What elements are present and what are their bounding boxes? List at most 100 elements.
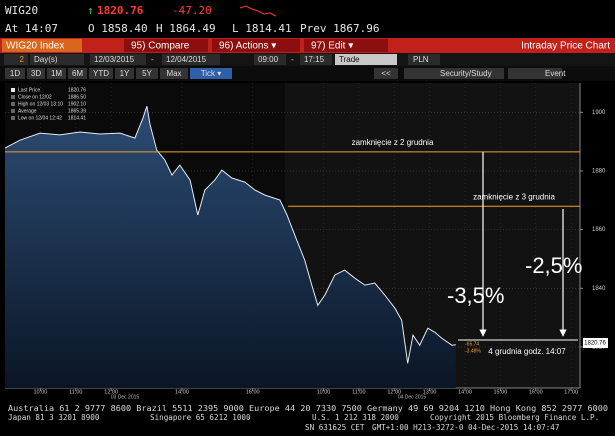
footer-text: Japan 81 3 3201 8900 [8, 413, 100, 422]
legend-label: Last Price [18, 87, 40, 93]
change-tag: -3.48% [465, 348, 481, 354]
period-label[interactable]: Tick ▾ [201, 69, 222, 78]
period-label[interactable]: YTD [93, 69, 109, 78]
sparkline [239, 5, 277, 17]
period-button[interactable] [89, 68, 113, 79]
security-study[interactable]: Security/Study [440, 69, 492, 78]
button[interactable] [508, 68, 562, 79]
x-tick-label: 10:00 [34, 389, 48, 395]
end-date[interactable]: 12/04/2015 [166, 55, 207, 64]
event[interactable]: Event [545, 69, 566, 78]
open: O 1858.40 [88, 22, 148, 35]
end-time[interactable]: 17:15 [304, 55, 325, 64]
period-label[interactable]: Max [166, 69, 181, 78]
x-tick-label: 16:00 [246, 389, 260, 395]
period-button[interactable] [68, 68, 87, 79]
button[interactable] [374, 68, 398, 79]
footer-text: GMT+1:00 H213-3272-0 04-Dec-2015 14:07:4… [372, 423, 559, 432]
x-tick-label: 14:00 [458, 389, 472, 395]
legend-value: 1820.76 [68, 87, 86, 93]
reference-label: zamknięcie z 3 grudnia [473, 192, 555, 201]
screen-title: Intraday Price Chart [521, 41, 610, 52]
period-unit[interactable]: Day(s) [34, 55, 58, 64]
annotation: 4 grudnia godz. 14:07 [488, 347, 566, 356]
price-tag-label: 1820.76 [584, 341, 606, 347]
button-label[interactable]: 97) Edit ▾ [311, 41, 353, 52]
input[interactable] [90, 54, 146, 65]
security[interactable]: WIG20 Index [6, 41, 64, 52]
legend-label: Average [18, 108, 37, 114]
button[interactable] [212, 39, 300, 52]
period-input[interactable]: 2 [20, 55, 25, 64]
legend-swatch [11, 102, 15, 106]
input[interactable] [162, 54, 220, 65]
input[interactable] [4, 54, 28, 65]
legend-label: High on 12/03 13:10 [18, 101, 63, 107]
x-tick-label: 10:00 [317, 389, 331, 395]
x-tick-label: 12:00 [387, 389, 401, 395]
footer-text: Singapore 65 6212 1000 [150, 413, 251, 422]
price-tag [583, 338, 608, 348]
ticker: WIG20 [5, 4, 38, 17]
period-button[interactable] [47, 68, 66, 79]
legend-value: 1886.50 [68, 94, 86, 100]
period-label[interactable]: 1D [10, 69, 20, 78]
y-tick-label: 1880 [592, 169, 606, 175]
legend-value: 1902.10 [68, 101, 86, 107]
annotation: -2,5% [525, 253, 582, 278]
start-time[interactable]: 09:00 [258, 55, 279, 64]
x-tick-label: 16:00 [529, 389, 543, 395]
price-line [4, 106, 456, 364]
period-button[interactable] [190, 68, 232, 79]
button[interactable] [304, 39, 388, 52]
reference-label: zamknięcie z 2 grudnia [352, 138, 434, 147]
legend-label: Low on 12/04 12:42 [18, 115, 62, 121]
period-label[interactable]: 6M [72, 69, 83, 78]
low: L 1814.41 [232, 22, 292, 35]
period-label[interactable]: 3D [31, 69, 41, 78]
collapse[interactable]: << [381, 69, 391, 78]
security-box[interactable] [2, 39, 82, 52]
period-button[interactable] [115, 68, 134, 79]
annotation: -3,5% [447, 283, 504, 308]
start-date[interactable]: 12/03/2015 [94, 55, 135, 64]
period-button[interactable] [27, 68, 45, 79]
separator: - [151, 55, 154, 64]
period-button[interactable] [136, 68, 158, 79]
period-label[interactable]: 5Y [142, 69, 152, 78]
button[interactable] [404, 68, 504, 79]
x-tick-label: 14:00 [175, 389, 189, 395]
x-tick-label: 17:00 [564, 389, 578, 395]
button[interactable] [124, 39, 208, 52]
currency[interactable]: PLN [413, 55, 429, 64]
period-label[interactable]: 1Y [120, 69, 130, 78]
period-button[interactable] [5, 68, 25, 79]
button-label[interactable]: 96) Actions ▾ [219, 41, 276, 52]
period-label[interactable]: 1M [51, 69, 62, 78]
dropdown[interactable] [335, 54, 397, 65]
legend-swatch [11, 88, 15, 92]
separator: - [291, 55, 294, 64]
x-tick-label: 11:00 [69, 389, 82, 395]
legend-label: Close on 12/02 [18, 94, 52, 100]
prev: Prev 1867.96 [300, 22, 379, 35]
field[interactable]: Trade [339, 55, 360, 64]
legend-swatch [11, 116, 15, 120]
input[interactable] [300, 54, 332, 65]
x-tick-label: 13:00 [423, 389, 437, 395]
legend-swatch [11, 95, 15, 99]
net-change: -47.20 [172, 4, 212, 17]
legend-value: 1865.39 [68, 108, 86, 114]
button-label[interactable]: 95) Compare [131, 41, 190, 52]
input[interactable] [408, 54, 440, 65]
last-price: 1820.76 [97, 4, 144, 17]
x-tick-label: 11:00 [352, 389, 365, 395]
y-tick-label: 1840 [592, 286, 606, 292]
footer-text: Copyright 2015 Bloomberg Finance L.P. [430, 413, 599, 422]
period-button[interactable] [160, 68, 188, 79]
input[interactable] [30, 54, 84, 65]
input[interactable] [254, 54, 286, 65]
footer-text: U.S. 1 212 318 2000 [312, 413, 399, 422]
x-tick-label: 15:00 [494, 389, 508, 395]
